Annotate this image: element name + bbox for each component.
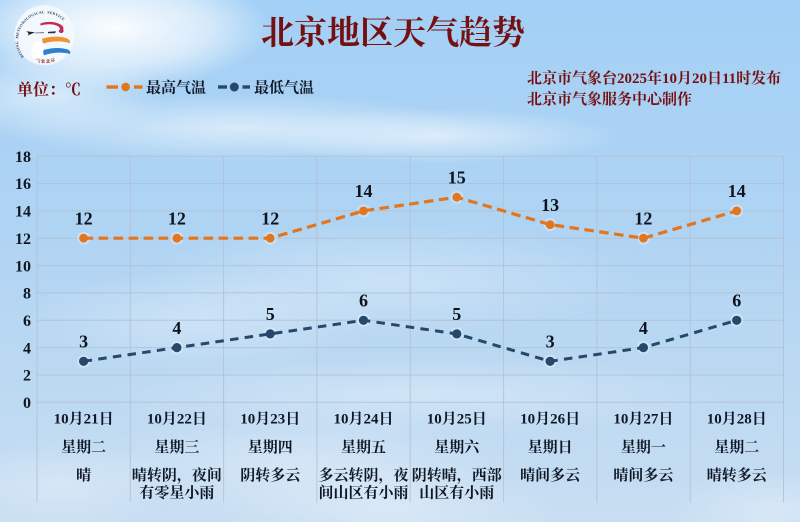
svg-text:12: 12 xyxy=(15,231,31,248)
svg-text:3: 3 xyxy=(546,332,555,352)
svg-text:山区有小雨: 山区有小雨 xyxy=(419,484,494,502)
svg-text:单位：℃: 单位：℃ xyxy=(17,81,81,99)
svg-text:北京市气象台2025年10月20日11时发布: 北京市气象台2025年10月20日11时发布 xyxy=(527,69,781,87)
svg-text:15: 15 xyxy=(448,167,466,187)
svg-text:10月24日: 10月24日 xyxy=(333,411,393,428)
svg-text:星期三: 星期三 xyxy=(154,439,199,456)
svg-text:10: 10 xyxy=(15,258,31,275)
svg-text:14: 14 xyxy=(355,181,373,201)
svg-text:星期五: 星期五 xyxy=(341,439,386,456)
svg-text:星期六: 星期六 xyxy=(434,439,481,456)
svg-text:星期四: 星期四 xyxy=(248,439,293,456)
svg-text:5: 5 xyxy=(266,304,275,324)
svg-text:间山区有小雨: 间山区有小雨 xyxy=(318,484,408,502)
svg-text:10月27日: 10月27日 xyxy=(613,411,673,428)
svg-text:13: 13 xyxy=(541,195,559,215)
svg-text:晴间多云: 晴间多云 xyxy=(613,466,674,484)
svg-text:6: 6 xyxy=(359,291,368,311)
svg-text:14: 14 xyxy=(15,204,31,221)
svg-text:星期一: 星期一 xyxy=(621,439,666,456)
svg-text:12: 12 xyxy=(75,208,93,228)
svg-text:星期二: 星期二 xyxy=(61,439,106,456)
svg-text:3: 3 xyxy=(79,332,88,352)
svg-text:10月28日: 10月28日 xyxy=(707,411,767,428)
svg-text:气象北京: 气象北京 xyxy=(35,56,57,65)
svg-text:晴间多云: 晴间多云 xyxy=(520,466,581,484)
svg-text:晴转多云: 晴转多云 xyxy=(707,466,768,484)
svg-text:最高气温: 最高气温 xyxy=(146,79,206,97)
svg-text:10月22日: 10月22日 xyxy=(147,411,207,428)
svg-text:北京市气象服务中心制作: 北京市气象服务中心制作 xyxy=(527,90,692,108)
svg-text:12: 12 xyxy=(261,208,279,228)
svg-text:星期日: 星期日 xyxy=(528,439,573,456)
svg-text:4: 4 xyxy=(23,340,31,357)
svg-text:12: 12 xyxy=(168,208,186,228)
svg-text:12: 12 xyxy=(634,208,652,228)
svg-text:5: 5 xyxy=(452,304,461,324)
svg-text:0: 0 xyxy=(23,395,31,412)
svg-text:8: 8 xyxy=(23,286,31,303)
svg-text:18: 18 xyxy=(15,149,31,166)
svg-text:最低气温: 最低气温 xyxy=(254,79,314,97)
svg-text:2: 2 xyxy=(23,368,31,385)
svg-text:晴: 晴 xyxy=(76,466,91,484)
svg-text:阴转晴，西部: 阴转晴，西部 xyxy=(412,466,502,485)
svg-text:星期二: 星期二 xyxy=(714,439,759,456)
svg-text:10月23日: 10月23日 xyxy=(240,411,300,428)
svg-text:10月21日: 10月21日 xyxy=(54,411,114,428)
svg-text:14: 14 xyxy=(728,181,746,201)
svg-text:6: 6 xyxy=(23,313,31,330)
svg-text:10月26日: 10月26日 xyxy=(520,411,580,428)
svg-text:晴转阴，夜间: 晴转阴，夜间 xyxy=(132,466,222,485)
svg-text:4: 4 xyxy=(639,318,648,338)
svg-text:4: 4 xyxy=(172,318,181,338)
svg-text:10月25日: 10月25日 xyxy=(427,411,487,428)
svg-text:多云转阴，夜: 多云转阴，夜 xyxy=(318,467,408,485)
svg-text:有零星小雨: 有零星小雨 xyxy=(139,484,214,502)
svg-text:16: 16 xyxy=(15,176,31,193)
svg-text:6: 6 xyxy=(732,291,741,311)
svg-text:阴转多云: 阴转多云 xyxy=(240,467,301,484)
svg-text:北京地区天气趋势: 北京地区天气趋势 xyxy=(261,15,525,52)
